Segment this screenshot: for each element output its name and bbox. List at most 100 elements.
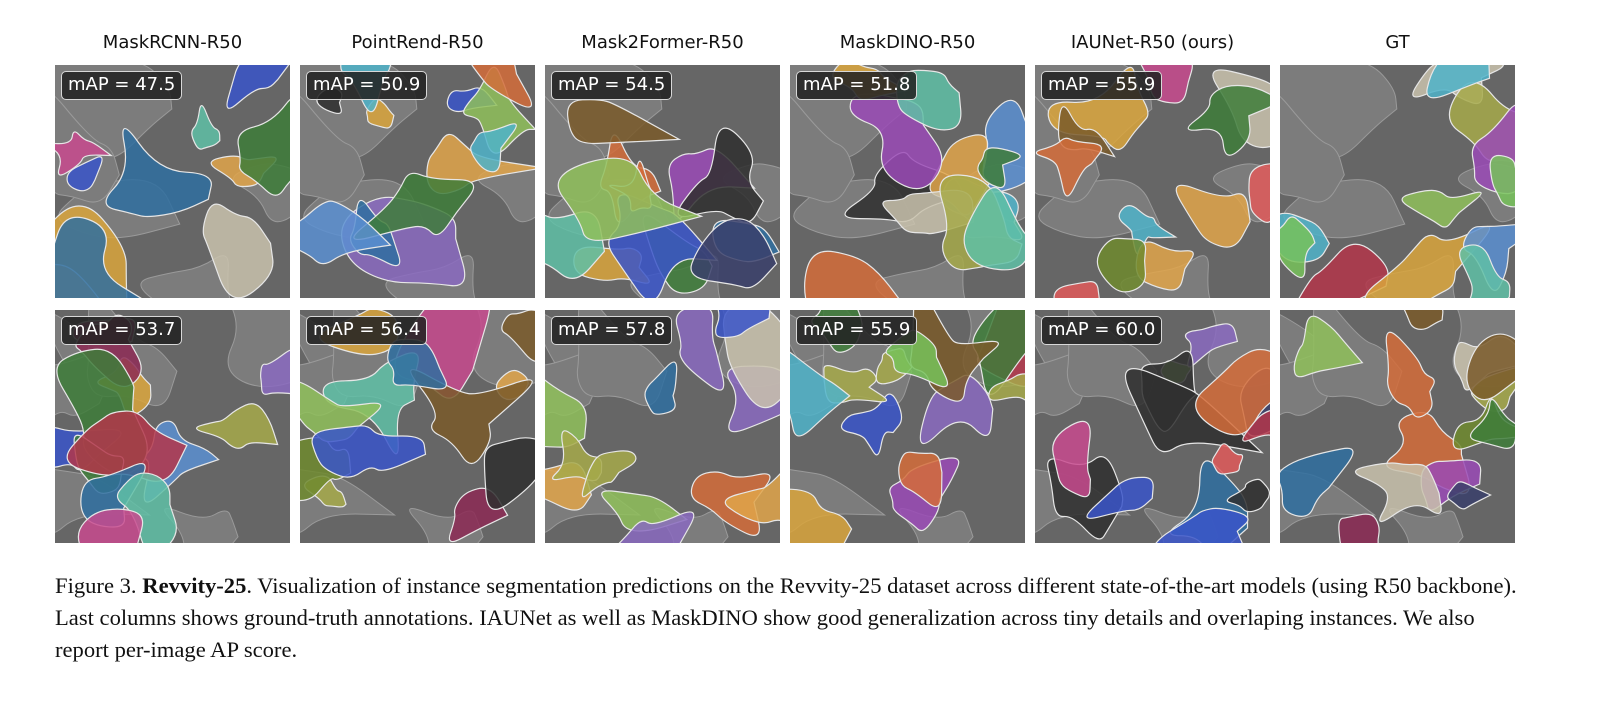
instance-mask — [311, 425, 427, 478]
instance-mask — [715, 310, 771, 339]
instance-mask — [196, 403, 279, 449]
cell-image — [545, 310, 780, 543]
map-score-badge: mAP = 50.9 — [306, 71, 428, 100]
column-title: IAUNet-R50 (ours) — [1070, 32, 1235, 53]
instance-mask — [1426, 65, 1491, 99]
instance-mask — [1155, 507, 1249, 543]
instance-mask — [1248, 163, 1270, 223]
map-score-badge: mAP = 47.5 — [61, 71, 183, 100]
column-title: GT — [1385, 32, 1410, 53]
cell-image — [1280, 310, 1515, 543]
instance-mask — [1226, 478, 1270, 513]
column-title: Mask2Former-R50 — [581, 32, 744, 53]
instance-mask — [1086, 476, 1154, 519]
instance-mask — [77, 508, 144, 543]
instance-mask — [1096, 237, 1147, 293]
instance-mask — [471, 65, 532, 108]
instance-mask — [790, 351, 851, 437]
instance-mask — [55, 216, 142, 298]
instance-mask — [1466, 333, 1515, 401]
instance-mask — [1053, 281, 1100, 298]
instance-mask — [963, 187, 1025, 271]
instance-mask — [226, 65, 290, 109]
segmentation-panel: mAP = 51.8 — [790, 65, 1025, 298]
map-score-badge: mAP = 56.4 — [306, 316, 428, 345]
segmentation-panel: mAP = 50.9 — [300, 65, 535, 298]
instance-mask — [1385, 331, 1435, 418]
unlabeled-cell — [1280, 65, 1398, 159]
instance-mask — [1187, 84, 1270, 156]
instance-mask — [1447, 481, 1492, 510]
map-score-badge: mAP = 55.9 — [796, 316, 918, 345]
caption-title: Revvity-25 — [142, 573, 247, 598]
instance-mask — [483, 437, 535, 510]
instance-mask — [1293, 315, 1364, 378]
instance-mask — [618, 511, 695, 543]
instance-mask — [1338, 513, 1380, 543]
instance-mask — [1298, 243, 1389, 298]
segmentation-panel: mAP = 57.8 — [545, 310, 780, 543]
unlabeled-cell — [1389, 508, 1464, 543]
unlabeled-cell — [1280, 96, 1345, 203]
segmentation-panel: mAP = 56.4 — [300, 310, 535, 543]
instance-mask — [105, 127, 212, 218]
instance-mask — [260, 349, 290, 395]
instance-mask — [1364, 225, 1491, 298]
map-score-badge: mAP = 57.8 — [551, 316, 673, 345]
instance-mask — [1211, 443, 1244, 475]
instance-mask — [1175, 184, 1251, 248]
instance-mask — [690, 218, 778, 289]
column-title: PointRend-R50 — [351, 32, 484, 53]
unlabeled-cell — [790, 96, 855, 203]
map-score-badge: mAP = 55.9 — [1041, 71, 1163, 100]
instance-mask — [501, 310, 535, 362]
instance-mask — [202, 203, 274, 298]
instance-mask — [1469, 398, 1515, 449]
instance-mask — [977, 147, 1021, 189]
instance-mask — [1195, 348, 1270, 436]
instance-mask — [988, 373, 1025, 401]
instance-mask — [300, 200, 392, 265]
cell-image — [1280, 65, 1515, 298]
instance-mask — [1489, 154, 1515, 208]
figure-caption: Figure 3. Revvity-25. Visualization of i… — [55, 570, 1525, 666]
instance-mask — [557, 157, 704, 241]
instance-mask — [410, 369, 533, 465]
instance-mask — [567, 99, 682, 145]
instance-mask — [116, 472, 177, 543]
column-title: MaskDINO-R50 — [839, 32, 976, 53]
map-score-badge: mAP = 54.5 — [551, 71, 673, 100]
map-score-badge: mAP = 60.0 — [1041, 316, 1163, 345]
instance-mask — [55, 131, 114, 176]
segmentation-panel — [1280, 65, 1515, 298]
instance-mask — [724, 473, 780, 524]
instance-mask — [898, 451, 943, 508]
instance-mask — [1459, 244, 1511, 298]
unlabeled-cell — [300, 96, 365, 203]
instance-mask — [237, 98, 290, 196]
caption-label: Figure 3. — [55, 573, 137, 598]
instance-mask — [1118, 205, 1178, 255]
instance-mask — [66, 156, 103, 192]
instance-mask — [1280, 447, 1354, 517]
instance-mask — [1184, 323, 1239, 368]
column-title: MaskRCNN-R50 — [102, 32, 243, 53]
map-score-badge: mAP = 53.7 — [61, 316, 183, 345]
instance-mask — [1280, 216, 1316, 279]
figure: MaskRCNN-R50 mAP = 47.5 mAP = 53.7 PointRen… — [55, 32, 1515, 543]
unlabeled-cell — [164, 508, 239, 543]
segmentation-panel: mAP = 55.9 — [1035, 65, 1270, 298]
segmentation-panel: mAP = 60.0 — [1035, 310, 1270, 543]
instance-mask — [1242, 410, 1270, 442]
instance-mask — [1403, 310, 1444, 330]
instance-mask — [790, 488, 853, 543]
instance-mask — [191, 105, 221, 150]
instance-mask — [1035, 137, 1103, 197]
segmentation-panel: mAP = 55.9 — [790, 310, 1025, 543]
cell-image — [55, 310, 290, 543]
instance-mask — [581, 450, 637, 498]
instance-mask — [1052, 420, 1092, 498]
segmentation-panel: mAP = 53.7 — [55, 310, 290, 543]
segmentation-panel — [1280, 310, 1515, 543]
instance-mask — [644, 361, 678, 415]
